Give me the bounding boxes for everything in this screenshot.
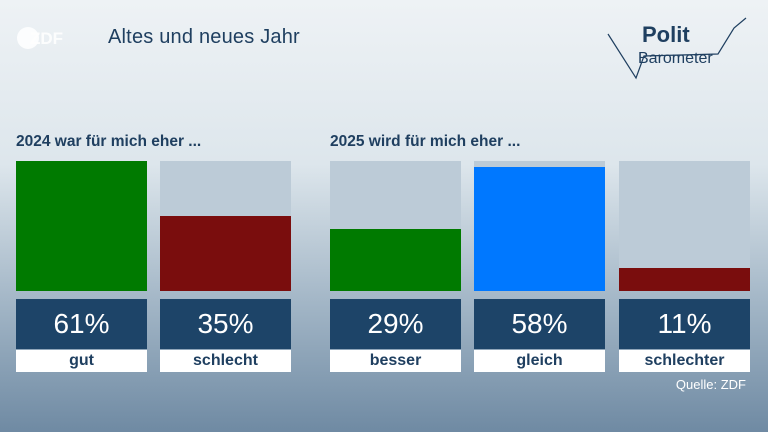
zdf-logo: ZDF: [16, 26, 74, 50]
politbarometer-logo: Polit Barometer: [606, 16, 754, 82]
bar-value-label: 61%: [16, 299, 147, 349]
bar-value-label: 29%: [330, 299, 461, 349]
group-title-2024: 2024 war für mich eher ...: [16, 133, 202, 150]
bar-value-label: 11%: [619, 299, 750, 349]
category-label: besser: [330, 350, 461, 372]
bar-value-label: 35%: [160, 299, 291, 349]
category-label: schlecht: [160, 350, 291, 372]
brand-line1: Polit: [642, 22, 690, 47]
bar-gleich: [474, 167, 605, 291]
zdf-logo-icon: ZDF: [17, 27, 63, 49]
zdf-logo-text: ZDF: [30, 29, 63, 48]
bar-track: [160, 161, 291, 291]
category-label: schlechter: [619, 350, 750, 372]
bar-besser: [330, 229, 461, 291]
bar-value-label: 58%: [474, 299, 605, 349]
source-label: Quelle: ZDF: [675, 377, 746, 392]
bar-track: [330, 161, 461, 291]
bar-gut: [16, 161, 147, 291]
bar-track: [16, 161, 147, 291]
politbarometer-zigzag-icon: [607, 17, 747, 80]
bar-track: [619, 161, 750, 291]
group-title-2025: 2025 wird für mich eher ...: [330, 133, 521, 150]
bar-track: [474, 161, 605, 291]
bar-schlechter: [619, 268, 750, 291]
category-label: gleich: [474, 350, 605, 372]
bar-schlecht: [160, 216, 291, 291]
page-title: Altes und neues Jahr: [108, 26, 300, 48]
category-label: gut: [16, 350, 147, 372]
brand-line2: Barometer: [638, 50, 713, 67]
